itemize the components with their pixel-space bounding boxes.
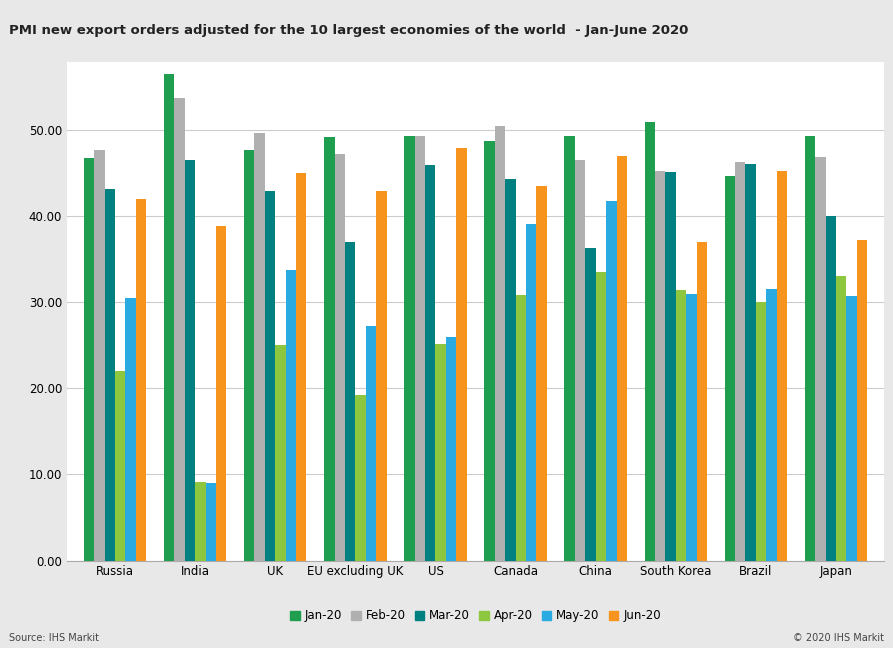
Bar: [606, 201, 616, 561]
Bar: [136, 199, 146, 561]
Bar: [125, 298, 136, 561]
Legend: Jan-20, Feb-20, Mar-20, Apr-20, May-20, Jun-20: Jan-20, Feb-20, Mar-20, Apr-20, May-20, …: [286, 605, 665, 627]
Bar: [115, 371, 125, 561]
Bar: [196, 482, 205, 561]
Bar: [585, 248, 596, 561]
Bar: [265, 191, 275, 561]
Bar: [766, 288, 777, 561]
Bar: [205, 483, 216, 561]
Bar: [505, 179, 515, 561]
Bar: [495, 126, 505, 561]
Bar: [366, 326, 376, 561]
Bar: [847, 295, 857, 561]
Bar: [335, 154, 345, 561]
Bar: [414, 137, 425, 561]
Bar: [324, 137, 335, 561]
Bar: [345, 242, 355, 561]
Bar: [515, 295, 526, 561]
Bar: [815, 157, 826, 561]
Bar: [355, 395, 366, 561]
Bar: [94, 150, 104, 561]
Bar: [746, 164, 755, 561]
Bar: [655, 171, 665, 561]
Bar: [724, 176, 735, 561]
Bar: [244, 150, 255, 561]
Bar: [436, 343, 446, 561]
Bar: [104, 189, 115, 561]
Bar: [185, 159, 196, 561]
Bar: [425, 165, 436, 561]
Bar: [735, 162, 746, 561]
Bar: [697, 242, 707, 561]
Bar: [526, 224, 537, 561]
Bar: [686, 294, 697, 561]
Bar: [596, 272, 606, 561]
Bar: [777, 171, 787, 561]
Text: PMI new export orders adjusted for the 10 largest economies of the world  - Jan-: PMI new export orders adjusted for the 1…: [9, 24, 689, 37]
Bar: [805, 137, 815, 561]
Text: © 2020 IHS Markit: © 2020 IHS Markit: [793, 633, 884, 643]
Bar: [446, 337, 456, 561]
Bar: [537, 187, 547, 561]
Bar: [564, 137, 575, 561]
Bar: [275, 345, 286, 561]
Bar: [376, 191, 387, 561]
Bar: [836, 276, 847, 561]
Bar: [405, 137, 414, 561]
Bar: [216, 226, 227, 561]
Bar: [856, 240, 867, 561]
Bar: [286, 270, 296, 561]
Bar: [164, 75, 174, 561]
Bar: [296, 174, 306, 561]
Bar: [645, 122, 655, 561]
Bar: [826, 216, 836, 561]
Bar: [84, 158, 94, 561]
Bar: [676, 290, 686, 561]
Bar: [174, 98, 185, 561]
Bar: [456, 148, 467, 561]
Bar: [575, 161, 585, 561]
Bar: [665, 172, 676, 561]
Text: Source: IHS Markit: Source: IHS Markit: [9, 633, 99, 643]
Bar: [255, 133, 265, 561]
Bar: [755, 301, 766, 561]
Bar: [616, 156, 627, 561]
Bar: [484, 141, 495, 561]
